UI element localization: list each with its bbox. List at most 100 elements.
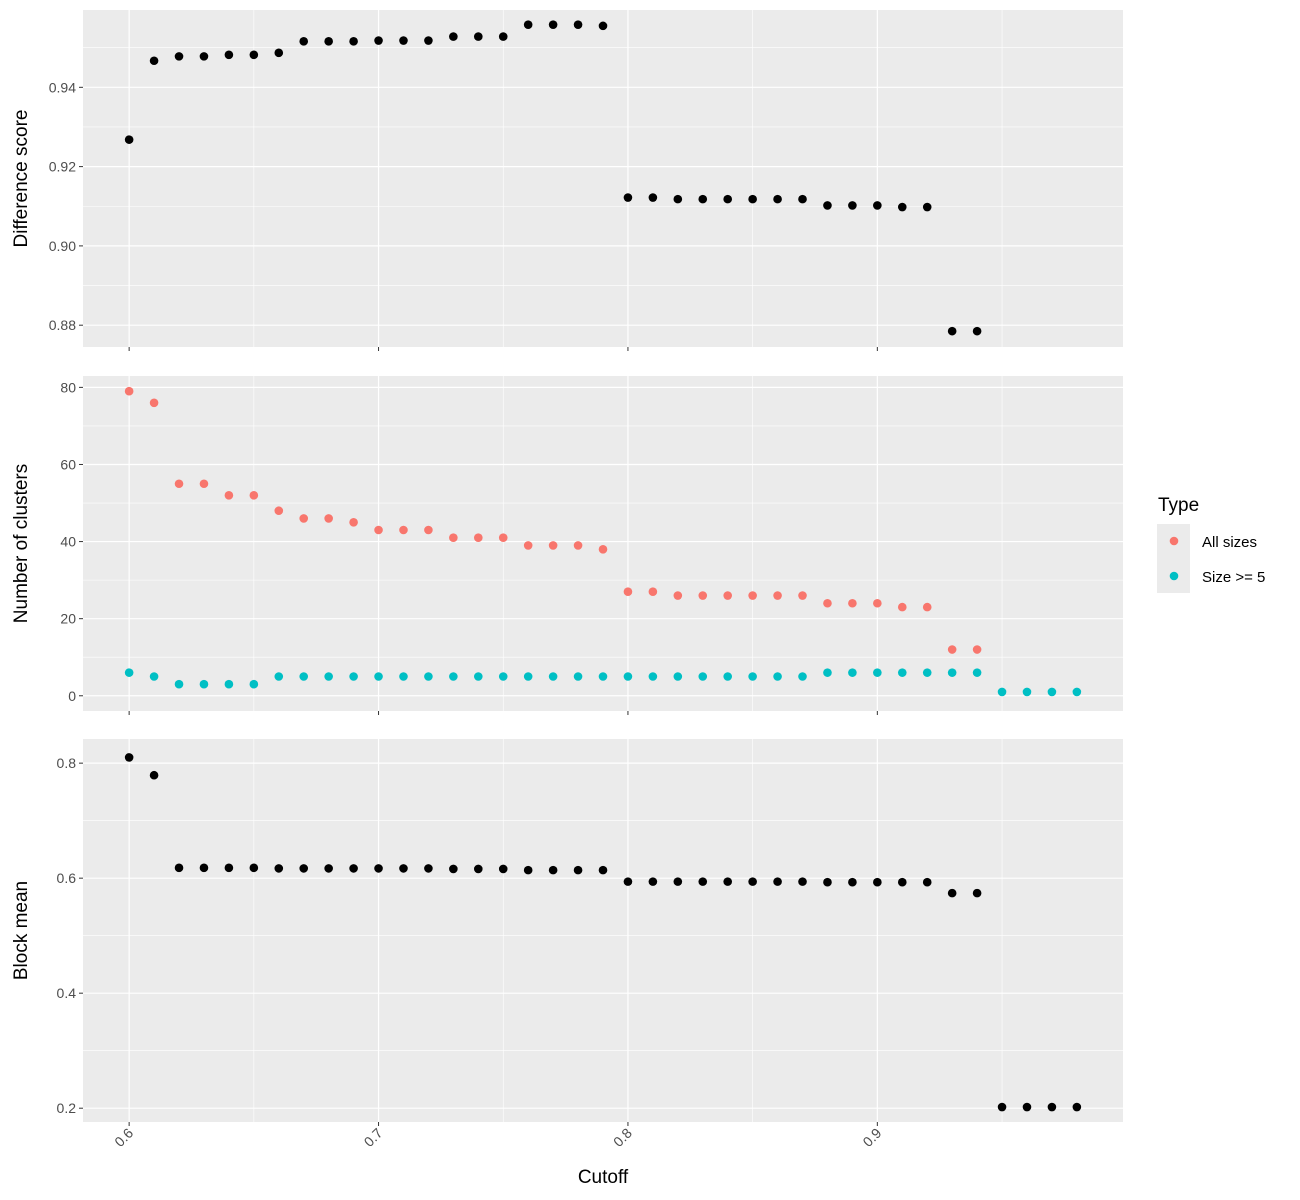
data-point [473,864,483,874]
data-point [299,864,309,873]
data-point [124,135,134,144]
data-point [498,32,508,41]
data-point [1022,687,1032,697]
data-point [698,194,708,204]
data-point [773,672,782,681]
data-point [673,877,683,886]
data-point [798,877,807,886]
data-point [848,668,857,677]
y-tick-label: 20 [60,611,76,627]
data-point [723,877,733,886]
data-point [947,668,957,677]
panel-2: 0 20 40 60 80 Number of clusters [11,376,1123,715]
data-point [598,21,608,31]
panel-1: 0.88 0.90 0.92 0.94 Difference score [11,10,1123,351]
data-point [523,20,533,29]
data-point [199,863,209,873]
series-2 [124,668,1082,697]
data-point [349,672,358,681]
data-point [873,668,882,677]
data-point [548,20,558,29]
data-point [498,533,508,543]
data-point [374,36,383,45]
data-point [947,326,957,336]
y-tick-label: 80 [60,379,76,395]
data-point [274,864,284,873]
data-point [249,863,259,873]
panel-background [83,739,1123,1122]
data-point [548,865,558,875]
data-point [174,679,184,689]
data-point [349,37,358,46]
data-point [723,194,733,204]
data-point [523,672,533,681]
data-point [773,194,782,204]
y-axis-title: Number of clusters [11,464,32,623]
data-point [473,672,483,681]
data-point [349,864,358,873]
data-point [873,877,882,887]
x-tick-label: 0.9 [859,1125,884,1150]
legend-key [1169,571,1179,581]
panels-layer: 0.88 0.90 0.92 0.94 Difference score 0 20 40 60 8… [11,10,1123,1126]
data-point [798,591,807,600]
data-point [449,533,458,543]
data-point [199,679,209,689]
data-point [947,888,957,898]
data-point [523,541,533,550]
series-1 [124,753,1082,1112]
data-point [1072,687,1082,697]
legend-key [1169,536,1179,546]
y-tick-label: 0.90 [49,238,76,254]
data-point [897,202,907,212]
x-tick-label: 0.8 [610,1125,635,1150]
data-point [823,201,832,210]
data-point [997,1102,1007,1112]
data-point [748,672,757,681]
legend-title: Type [1158,495,1199,516]
data-point [274,48,284,58]
data-point [349,517,358,527]
data-point [149,56,159,66]
data-point [798,194,807,204]
data-point [1022,1102,1032,1112]
data-point [972,326,982,336]
data-point [873,201,882,210]
data-point [748,194,757,204]
data-point [997,687,1007,697]
y-tick-label: 0.94 [49,79,76,95]
data-point [174,479,184,489]
data-point [199,479,209,489]
data-point [873,598,882,608]
data-point [673,194,683,204]
data-point [648,877,658,886]
data-point [548,672,558,681]
data-point [374,864,383,873]
panel-background [83,376,1123,711]
legend: Type All sizes Size >= 5 [1157,495,1265,593]
x-axis-title: Cutoff [578,1167,629,1188]
data-point [424,864,433,873]
data-point [249,50,259,60]
data-point [174,863,184,873]
data-point [1072,1102,1082,1112]
data-point [748,591,757,600]
data-point [798,672,807,681]
data-point [972,668,982,677]
data-point [972,645,982,654]
y-tick-label: 0.92 [49,159,76,175]
data-point [972,888,982,898]
data-point [648,193,658,202]
y-tick-label: 40 [60,534,76,550]
data-point [424,525,433,535]
data-point [449,864,458,874]
panel-3: 0.2 0.4 0.6 0.8 Block mean [11,739,1123,1126]
data-point [299,672,309,681]
data-point [823,668,832,677]
data-point [698,672,708,681]
data-point [623,193,633,202]
series-1 [124,386,982,654]
data-point [648,672,658,681]
data-point [648,587,658,596]
data-point [124,668,134,677]
